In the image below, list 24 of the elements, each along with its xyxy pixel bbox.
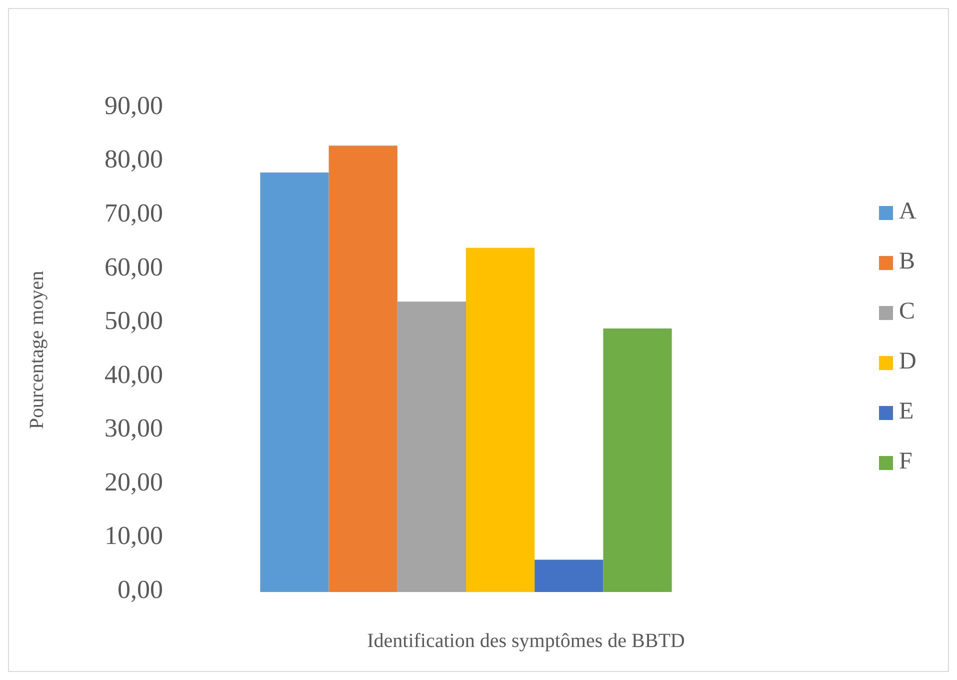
legend-label: F <box>899 448 912 475</box>
bar <box>328 146 398 592</box>
x-axis-title: Identification des symptômes de BBTD <box>367 630 685 652</box>
y-tick-label: 0,00 <box>118 574 163 604</box>
y-tick-label: 60,00 <box>104 252 163 282</box>
legend-label: C <box>899 298 916 325</box>
legend-label: D <box>899 348 916 375</box>
y-tick-label: 70,00 <box>104 198 163 228</box>
legend-label: B <box>899 248 916 275</box>
bar <box>260 172 329 592</box>
bar <box>534 560 604 592</box>
y-tick-label: 50,00 <box>104 306 163 336</box>
bar <box>466 248 535 592</box>
y-axis-title: Pourcentage moyen <box>26 270 48 430</box>
y-tick-label: 10,00 <box>104 521 163 550</box>
y-tick-label: 40,00 <box>104 360 163 389</box>
bar <box>603 328 672 592</box>
y-tick-label: 80,00 <box>104 144 163 174</box>
y-tick-label: 20,00 <box>104 467 163 496</box>
legend-label: A <box>899 198 917 225</box>
bar <box>397 302 466 592</box>
y-tick-label: 30,00 <box>104 414 163 443</box>
y-tick-label: 90,00 <box>104 90 163 120</box>
legend-label: E <box>899 398 914 425</box>
